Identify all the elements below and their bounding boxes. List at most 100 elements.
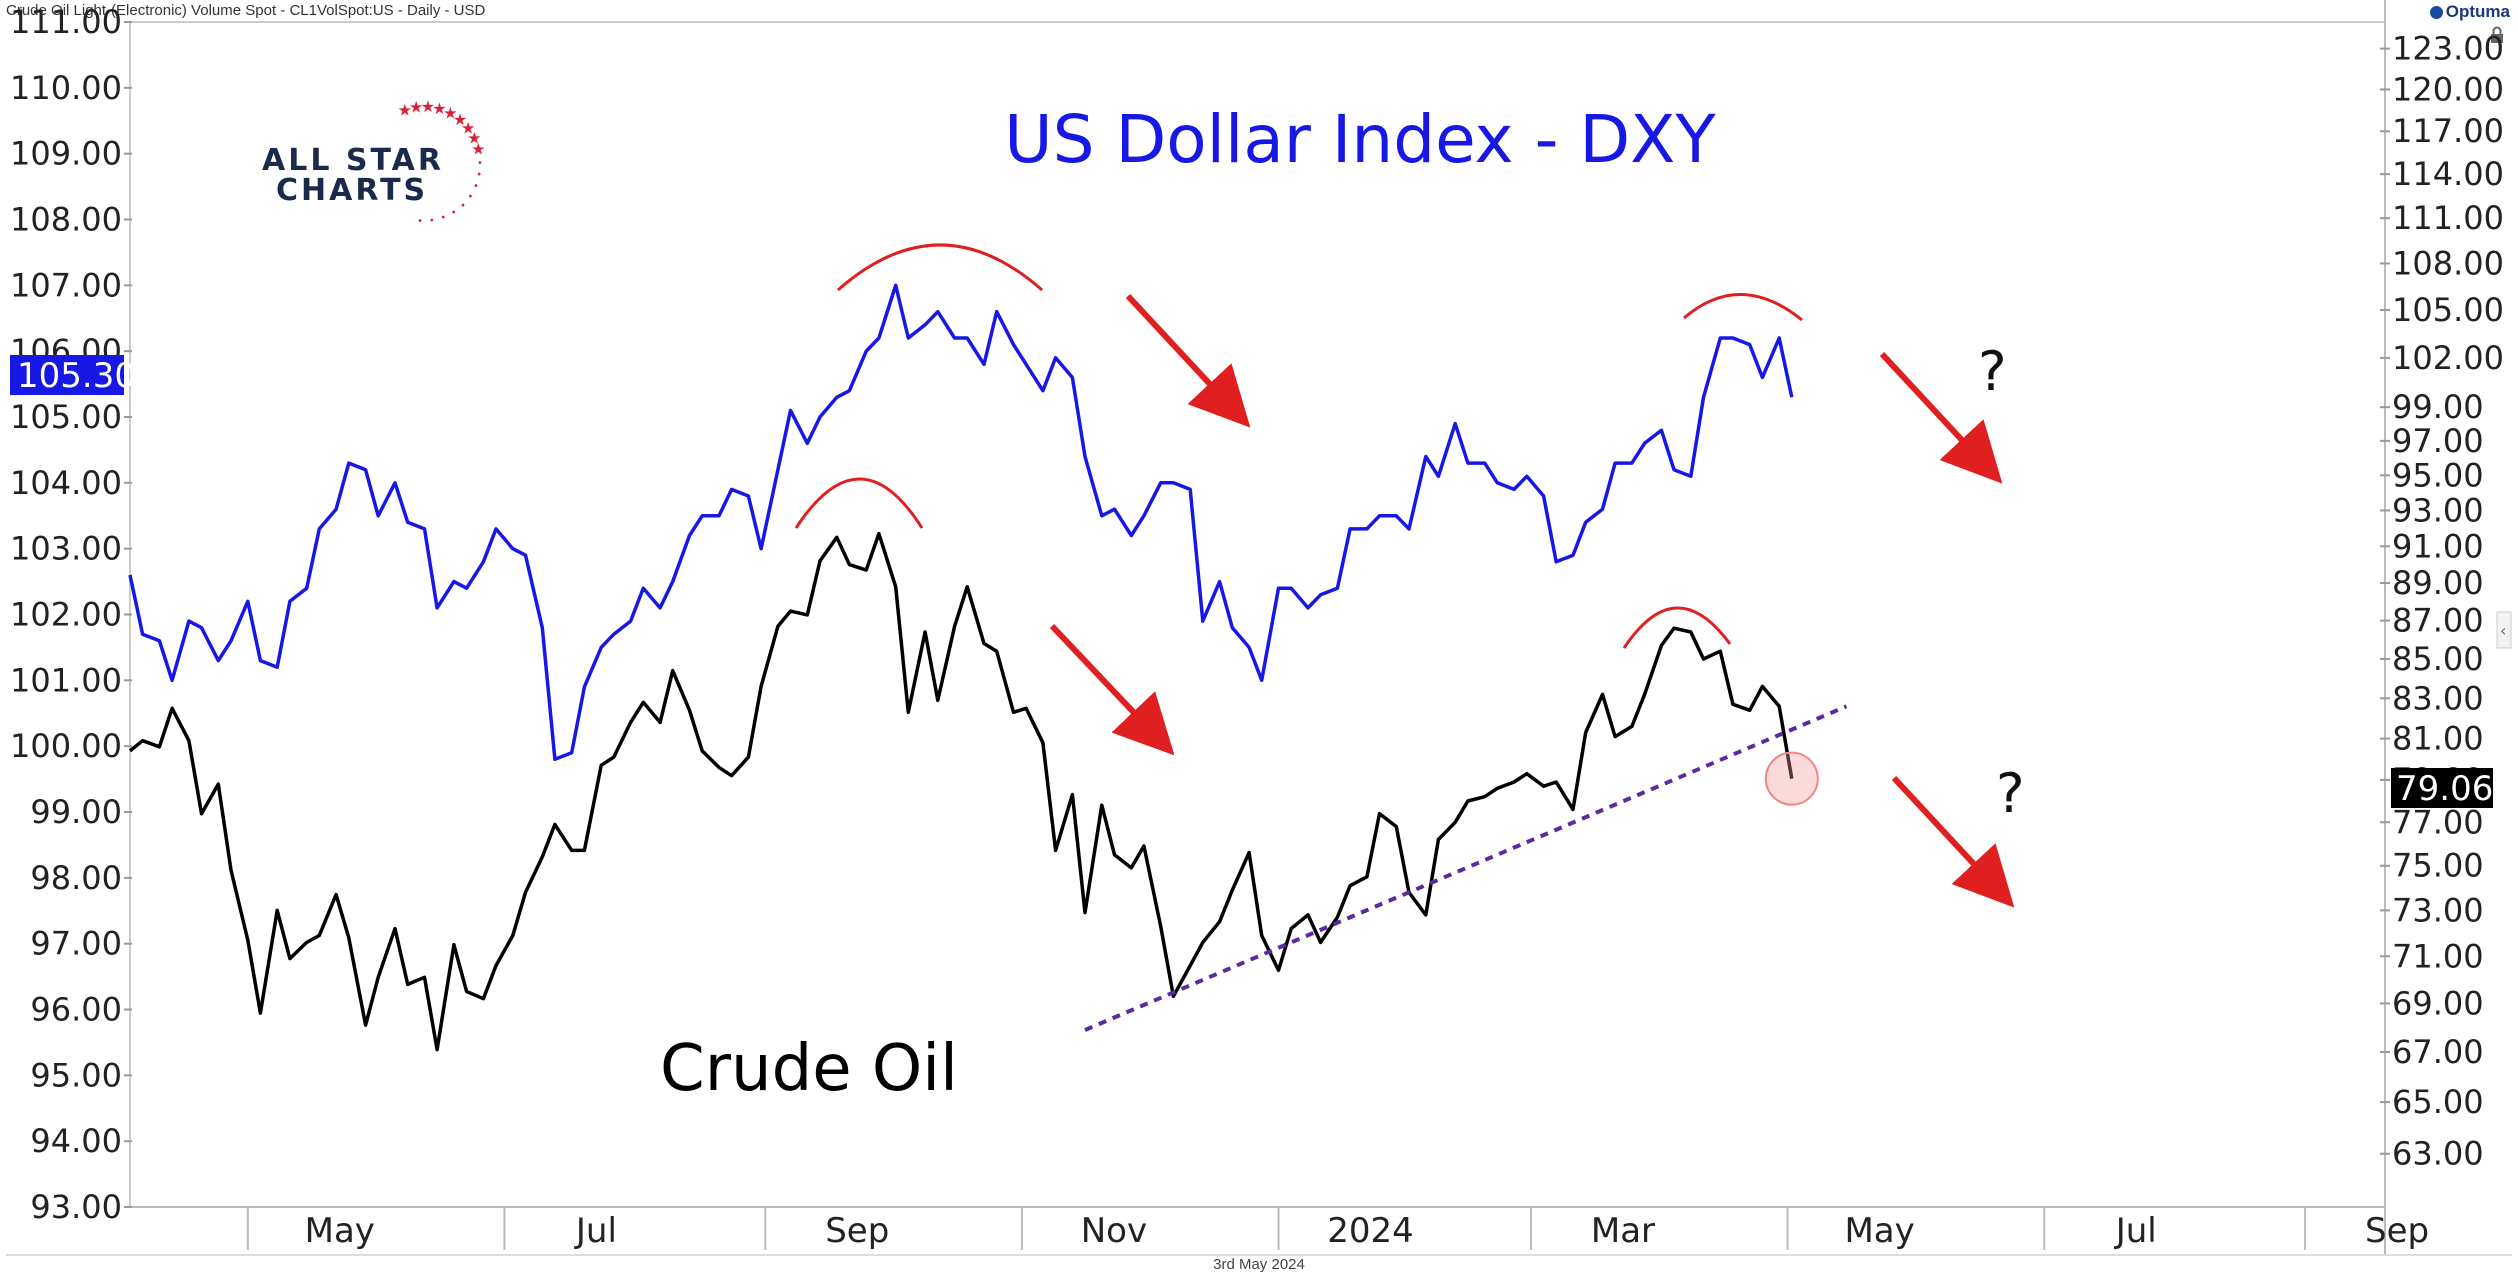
left-tick-label: 107.00 bbox=[10, 266, 122, 304]
side-panel-handle[interactable] bbox=[2496, 611, 2512, 649]
right-tick-label: 117.00 bbox=[2392, 112, 2504, 150]
star-icon: • bbox=[473, 181, 479, 192]
left-tick-label: 100.00 bbox=[10, 727, 122, 765]
question-mark-lower: ? bbox=[1996, 762, 2025, 825]
lock-icon[interactable] bbox=[2490, 26, 2504, 44]
star-icon: ★ bbox=[421, 97, 435, 116]
right-tick-label: 85.00 bbox=[2392, 640, 2484, 678]
left-tick-label: 104.00 bbox=[10, 464, 122, 502]
left-axis: 111.00110.00109.00108.00107.00106.00105.… bbox=[10, 3, 132, 1226]
star-icon: ★ bbox=[432, 99, 446, 118]
left-tick-label: 93.00 bbox=[30, 1188, 122, 1226]
right-tick-label: 93.00 bbox=[2392, 491, 2484, 529]
crude-badge-bg bbox=[2391, 768, 2493, 808]
x-tick-label: May bbox=[1844, 1211, 1914, 1251]
left-tick-label: 110.00 bbox=[10, 69, 122, 107]
left-tick-label: 96.00 bbox=[30, 991, 122, 1029]
right-tick-label: 102.00 bbox=[2392, 339, 2504, 377]
right-tick-label: 120.00 bbox=[2392, 70, 2504, 108]
star-icon: ★ bbox=[398, 100, 412, 119]
arrow-down-icon bbox=[1125, 293, 1251, 428]
arrow-down-icon bbox=[1891, 775, 2015, 908]
footer-separator bbox=[6, 1254, 2512, 1256]
dxy-top-arcs bbox=[837, 243, 1803, 322]
all-star-charts-logo: ALL STAR CHARTS ★★★★★★★★★••••••••• bbox=[262, 97, 486, 227]
right-tick-label: 91.00 bbox=[2392, 527, 2484, 565]
star-icon: ★ bbox=[467, 128, 481, 147]
star-icon: • bbox=[460, 200, 466, 211]
red-arrows bbox=[1049, 293, 2015, 908]
question-mark-upper: ? bbox=[1978, 340, 2007, 403]
star-icon: ★ bbox=[461, 119, 475, 138]
star-icon: • bbox=[476, 170, 482, 181]
x-tick-label: 2024 bbox=[1327, 1211, 1414, 1251]
right-tick-label: 73.00 bbox=[2392, 891, 2484, 929]
star-icon: • bbox=[467, 191, 473, 202]
x-tick-label: May bbox=[305, 1211, 375, 1251]
left-tick-label: 95.00 bbox=[30, 1056, 122, 1094]
left-tick-label: 109.00 bbox=[10, 135, 122, 173]
right-tick-label: 108.00 bbox=[2392, 244, 2504, 282]
star-icon: • bbox=[477, 158, 483, 169]
optuma-logo-icon bbox=[2429, 6, 2443, 20]
dxy-last-value-badge: 105.30 bbox=[10, 355, 136, 396]
left-tick-label: 111.00 bbox=[10, 3, 122, 41]
dxy-last-value: 105.30 bbox=[17, 356, 136, 396]
left-tick-label: 101.00 bbox=[10, 661, 122, 699]
right-tick-label: 89.00 bbox=[2392, 564, 2484, 602]
crude-series-line bbox=[128, 531, 1794, 1052]
x-tick-label: Mar bbox=[1591, 1211, 1655, 1251]
star-icon: • bbox=[451, 207, 457, 218]
plot-area bbox=[129, 21, 2386, 1208]
x-tick-label: Nov bbox=[1081, 1211, 1147, 1251]
right-tick-label: 69.00 bbox=[2392, 984, 2484, 1022]
x-tick-label: Jul bbox=[2114, 1211, 2157, 1251]
right-tick-label: 87.00 bbox=[2392, 602, 2484, 640]
footer-date: 3rd May 2024 bbox=[1213, 1256, 1305, 1273]
dxy-badge-bg bbox=[10, 355, 124, 395]
star-icon: ★ bbox=[443, 104, 457, 123]
left-tick-label: 97.00 bbox=[30, 925, 122, 963]
right-tick-label: 81.00 bbox=[2392, 720, 2484, 758]
dxy-series-line bbox=[128, 283, 1794, 762]
left-tick-label: 102.00 bbox=[10, 596, 122, 634]
star-icon: • bbox=[440, 213, 446, 224]
left-tick-label: 98.00 bbox=[30, 859, 122, 897]
crude-last-value-badge: 79.06 bbox=[2391, 768, 2493, 809]
arrow-down-icon bbox=[1049, 623, 1175, 756]
right-tick-label: 71.00 bbox=[2392, 937, 2484, 975]
right-tick-label: 75.00 bbox=[2392, 847, 2484, 885]
chart-header-text: Crude Oil Light-(Electronic) Volume Spot… bbox=[6, 2, 486, 19]
right-tick-label: 99.00 bbox=[2392, 388, 2484, 426]
star-icon: ★ bbox=[471, 139, 485, 158]
chart-title: US Dollar Index - DXY bbox=[1004, 101, 1716, 178]
right-tick-label: 111.00 bbox=[2392, 199, 2504, 237]
crude-top-arcs bbox=[794, 477, 1732, 649]
right-tick-label: 67.00 bbox=[2392, 1033, 2484, 1071]
right-tick-label: 77.00 bbox=[2392, 803, 2484, 841]
right-tick-label: 63.00 bbox=[2392, 1135, 2484, 1173]
right-tick-label: 83.00 bbox=[2392, 679, 2484, 717]
x-axis: May Jul Sep Nov 2024 Mar May Jul Sep bbox=[246, 1207, 2429, 1251]
right-tick-label: 105.00 bbox=[2392, 291, 2504, 329]
crude-last-value: 79.06 bbox=[2396, 769, 2493, 809]
left-tick-label: 99.00 bbox=[30, 793, 122, 831]
star-icon: • bbox=[429, 215, 435, 226]
x-tick-label: Jul bbox=[574, 1211, 617, 1251]
right-tick-label: 123.00 bbox=[2392, 30, 2504, 68]
left-tick-label: 108.00 bbox=[10, 201, 122, 239]
crude-oil-label: Crude Oil bbox=[660, 1032, 958, 1106]
logo-line-2: CHARTS bbox=[276, 173, 428, 208]
logo-line-1: ALL STAR bbox=[262, 143, 444, 178]
crude-breakdown-highlight bbox=[1764, 751, 1819, 806]
optuma-brand: Optuma bbox=[2429, 2, 2510, 22]
x-tick-label: Sep bbox=[825, 1211, 889, 1251]
star-icon: ★ bbox=[453, 110, 467, 129]
right-tick-label: 114.00 bbox=[2392, 155, 2504, 193]
x-tick-label: Sep bbox=[2365, 1211, 2429, 1251]
chevron-left-icon: ‹ bbox=[2500, 621, 2506, 640]
left-tick-label: 103.00 bbox=[10, 530, 122, 568]
left-tick-label: 94.00 bbox=[30, 1122, 122, 1160]
optuma-brand-label: Optuma bbox=[2445, 2, 2510, 21]
